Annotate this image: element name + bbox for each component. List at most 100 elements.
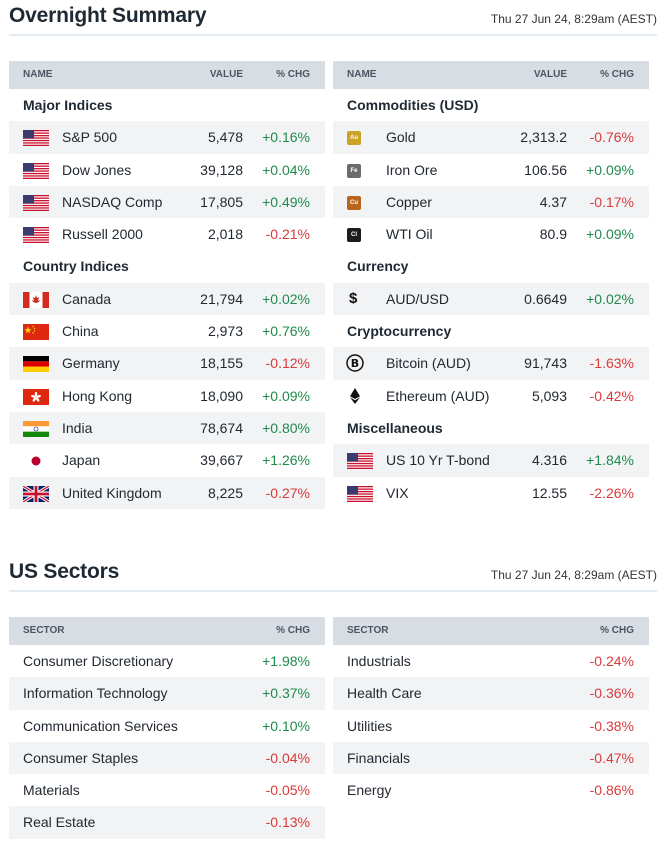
group-title: Cryptocurrency (347, 323, 452, 340)
market-name: WTI Oil (386, 226, 433, 243)
market-row-hong-kong[interactable]: Hong Kong 18,090 +0.09% (9, 380, 325, 412)
market-name: Russell 2000 (62, 226, 143, 243)
chg-column-heading[interactable]: % CHG (276, 69, 310, 80)
sector-row-consumer-discretionary[interactable]: Consumer Discretionary +1.98% (9, 645, 325, 677)
wti-oil-commodity-icon: Cl (347, 228, 361, 243)
market-value: 21,794 (200, 290, 243, 307)
market-name: China (62, 323, 99, 340)
market-value: 78,674 (200, 419, 243, 436)
sector-change: -0.38% (589, 717, 634, 734)
market-change: +1.84% (586, 452, 634, 469)
jp-flag-icon (23, 453, 49, 470)
market-name: Canada (62, 290, 112, 307)
market-row-united-kingdom[interactable]: United Kingdom 8,225 -0.27% (9, 476, 325, 509)
ethereum-icon (346, 387, 364, 405)
markets-rows: Commodities (USD) Au Gold 2,313.2 -0.76% Fe Ir… (333, 89, 649, 509)
market-value: 4.316 (531, 452, 567, 469)
us-flag-icon (23, 130, 49, 147)
market-change: -1.63% (589, 355, 634, 372)
sectors-left-panel: SECTOR % CHG Consumer Discretionary +1.98… (9, 617, 325, 839)
market-row-dow-jones[interactable]: Dow Jones 39,128 +0.04% (9, 154, 325, 186)
market-change: +0.09% (586, 226, 634, 243)
market-row-ethereum-aud[interactable]: Ethereum (AUD) 5,093 -0.42% (333, 380, 649, 412)
sector-name: Financials (347, 749, 411, 766)
name-column-heading[interactable]: NAME (347, 69, 377, 80)
sectors-right-rows: Industrials -0.24% Health Care -0.36% Utilit… (333, 645, 649, 806)
sector-name: Health Care (347, 685, 422, 702)
market-row-us-10-yr-t-bond[interactable]: US 10 Yr T-bond 4.316 +1.84% (333, 444, 649, 477)
market-value: 39,128 (200, 161, 243, 178)
sector-row-communication-services[interactable]: Communication Services +0.10% (9, 710, 325, 742)
market-row-japan[interactable]: Japan 39,667 +1.26% (9, 444, 325, 476)
sector-column-heading[interactable]: SECTOR (347, 625, 389, 636)
market-row-bitcoin-aud[interactable]: B Bitcoin (AUD) 91,743 -1.63% (333, 347, 649, 380)
market-row-russell-2000[interactable]: Russell 2000 2,018 -0.21% (9, 218, 325, 250)
sector-row-consumer-staples[interactable]: Consumer Staples -0.04% (9, 741, 325, 775)
group-title: Country Indices (23, 258, 129, 275)
sectors-column-header: SECTOR % CHG (9, 617, 325, 645)
sector-name: Utilities (347, 717, 393, 734)
market-value: 91,743 (524, 355, 567, 372)
market-row-iron-ore[interactable]: Fe Iron Ore 106.56 +0.09% (333, 154, 649, 186)
dollar-icon: $ (349, 289, 358, 307)
market-row-wti-oil[interactable]: Cl WTI Oil 80.9 +0.09% (333, 218, 649, 250)
market-name: Gold (386, 129, 416, 146)
group-title: Miscellaneous (347, 419, 443, 436)
us-flag-icon (347, 453, 373, 470)
market-value: 0.6649 (524, 290, 567, 307)
market-change: +0.16% (262, 129, 310, 146)
cn-flag-icon (23, 324, 49, 341)
copper-commodity-icon: Cu (347, 195, 361, 210)
market-value: 4.37 (539, 193, 567, 210)
sectors-right-panel: SECTOR % CHG Industrials -0.24% Health Car… (333, 617, 649, 806)
market-row-gold[interactable]: Au Gold 2,313.2 -0.76% (333, 121, 649, 154)
sector-row-real-estate[interactable]: Real Estate -0.13% (9, 806, 325, 839)
sector-row-information-technology[interactable]: Information Technology +0.37% (9, 677, 325, 710)
market-row-germany[interactable]: Germany 18,155 -0.12% (9, 347, 325, 380)
us-sectors-header: US Sectors Thu 27 Jun 24, 8:29am (AEST) (9, 556, 657, 592)
market-value: 5,478 (207, 129, 243, 146)
sector-column-heading[interactable]: SECTOR (23, 625, 65, 636)
market-name: Japan (62, 452, 101, 469)
name-column-heading[interactable]: NAME (23, 69, 53, 80)
market-row-india[interactable]: India 78,674 +0.80% (9, 411, 325, 445)
svg-text:B: B (351, 357, 359, 370)
market-row-s-p-500[interactable]: S&P 500 5,478 +0.16% (9, 121, 325, 154)
market-change: +1.26% (262, 452, 310, 469)
market-name: Dow Jones (62, 161, 132, 178)
sector-row-industrials[interactable]: Industrials -0.24% (333, 645, 649, 677)
us-flag-icon (23, 194, 49, 211)
market-row-copper[interactable]: Cu Copper 4.37 -0.17% (333, 185, 649, 219)
sector-row-health-care[interactable]: Health Care -0.36% (333, 677, 649, 710)
us-flag-icon (23, 227, 49, 244)
sector-row-financials[interactable]: Financials -0.47% (333, 741, 649, 775)
sector-change: -0.24% (589, 653, 634, 669)
market-row-canada[interactable]: Canada 21,794 +0.02% (9, 282, 325, 316)
market-name: NASDAQ Comp (62, 193, 163, 210)
sector-row-materials[interactable]: Materials -0.05% (9, 774, 325, 806)
market-row-vix[interactable]: VIX 12.55 -2.26% (333, 477, 649, 509)
market-row-nasdaq-comp[interactable]: NASDAQ Comp 17,805 +0.49% (9, 185, 325, 219)
market-change: -2.26% (589, 484, 634, 501)
us-flag-icon (23, 162, 49, 179)
market-change: +0.09% (262, 387, 310, 404)
overnight-summary-title: Overnight Summary (9, 4, 207, 27)
group-heading-cryptocurrency: Cryptocurrency (333, 315, 649, 347)
market-name: Ethereum (AUD) (386, 387, 490, 404)
market-value: 2,018 (207, 226, 243, 243)
chg-column-heading[interactable]: % CHG (600, 625, 634, 636)
chg-column-heading[interactable]: % CHG (276, 625, 310, 636)
market-name: AUD/USD (386, 290, 450, 307)
value-column-heading[interactable]: VALUE (209, 69, 243, 80)
sector-row-utilities[interactable]: Utilities -0.38% (333, 710, 649, 742)
market-row-aud-usd[interactable]: $ AUD/USD 0.6649 +0.02% (333, 282, 649, 316)
sector-change: -0.05% (265, 782, 310, 799)
indices-panel: NAME VALUE % CHG Major Indices S&P 500 5,4… (9, 61, 325, 509)
value-column-heading[interactable]: VALUE (533, 69, 567, 80)
market-row-china[interactable]: China 2,973 +0.76% (9, 315, 325, 347)
market-change: +0.02% (586, 290, 634, 307)
sectors-column-header: SECTOR % CHG (333, 617, 649, 645)
chg-column-heading[interactable]: % CHG (600, 69, 634, 80)
market-value: 39,667 (200, 452, 243, 469)
sector-row-energy[interactable]: Energy -0.86% (333, 774, 649, 806)
